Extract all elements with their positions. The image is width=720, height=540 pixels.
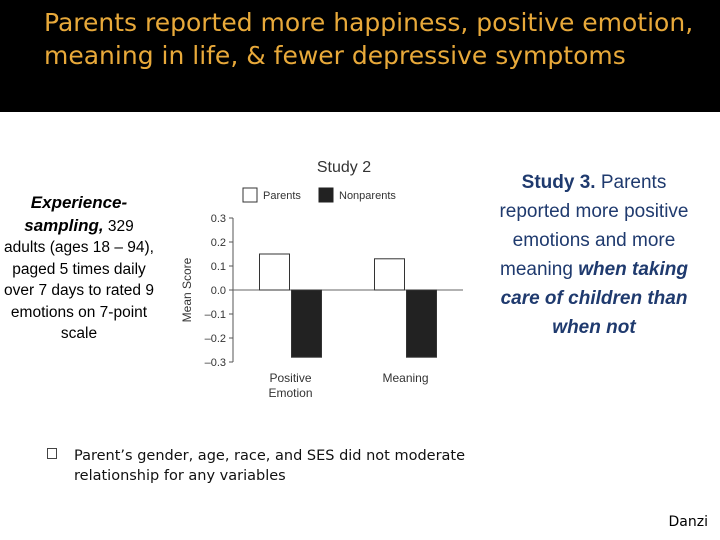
legend-swatch-parents [242,187,258,203]
legend-label-parents: Parents [263,190,301,202]
study3-emphasis: when taking care of children than when n… [500,259,688,338]
x-category-label: Meaning [382,371,428,385]
y-tick-label: 0.3 [211,213,226,225]
moderation-bullet: Parent’s gender, age, race, and SES did … [74,448,466,484]
chart-title: Study 2 [317,159,371,176]
legend-label-nonparents: Nonparents [339,190,396,202]
study3-label: Study 3. [521,172,596,193]
study3-description: Study 3. Parents reported more positive … [496,168,692,342]
y-tick-label: –0.2 [205,333,226,345]
bar-nonparents-2 [406,289,437,358]
y-tick-label: –0.1 [205,309,226,321]
bar-parents-1 [259,253,290,291]
bar-parents-2 [374,258,405,291]
y-tick-label: 0.1 [211,261,226,273]
study2-chart: Study 2 Parents Nonparents Mean Score 0.… [180,159,463,400]
x-category-label: Emotion [268,386,312,400]
title-bar: Parents reported more happiness, positiv… [0,0,720,112]
y-tick-label: 0.0 [211,285,226,297]
study3-body: Parents reported more positive emotions … [499,172,689,280]
y-tick-label: –0.3 [205,357,226,369]
author-footer: Danzi [668,514,708,530]
legend-swatch-nonparents [318,187,334,203]
bullet-box-icon [47,448,57,459]
y-tick-label: 0.2 [211,237,226,249]
study2-lead: Experience-sampling, [24,193,128,235]
x-category-label: Positive [269,371,311,385]
study2-body: 329 adults (ages 18 – 94), paged 5 times… [4,217,154,343]
slide-title: Parents reported more happiness, positiv… [44,8,694,70]
y-axis-label: Mean Score [180,257,194,322]
study2-description: Experience-sampling, 329 adults (ages 18… [4,192,154,345]
bar-nonparents-1 [291,289,322,358]
